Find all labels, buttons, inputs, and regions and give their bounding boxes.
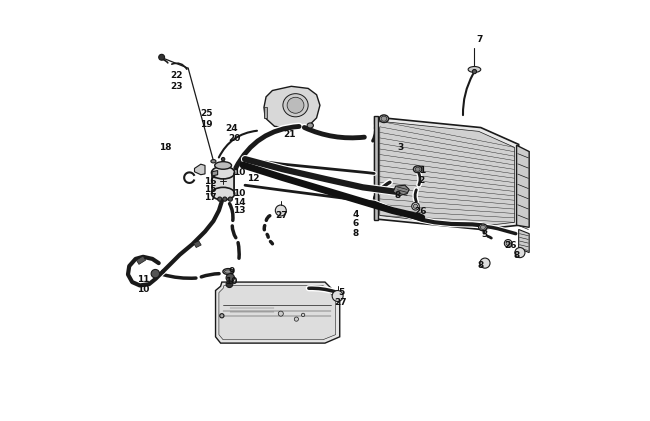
Text: 23: 23 <box>170 82 183 91</box>
Circle shape <box>302 313 305 317</box>
Ellipse shape <box>220 314 224 318</box>
Ellipse shape <box>211 166 235 179</box>
Ellipse shape <box>413 166 422 173</box>
Text: 21: 21 <box>283 130 296 139</box>
Text: 25: 25 <box>200 109 213 118</box>
Ellipse shape <box>223 269 233 274</box>
Text: 24: 24 <box>226 124 238 133</box>
Text: 3: 3 <box>482 230 488 240</box>
Text: 8: 8 <box>395 191 400 200</box>
Circle shape <box>276 205 286 216</box>
Text: 6: 6 <box>352 219 358 229</box>
Circle shape <box>480 258 490 268</box>
Polygon shape <box>219 285 335 340</box>
Polygon shape <box>136 256 146 264</box>
Text: 22: 22 <box>170 71 183 80</box>
Polygon shape <box>374 117 519 229</box>
Text: 14: 14 <box>233 197 246 207</box>
Polygon shape <box>212 173 235 194</box>
Ellipse shape <box>480 225 486 229</box>
Text: 10: 10 <box>233 168 245 177</box>
Ellipse shape <box>283 94 308 117</box>
Ellipse shape <box>506 241 510 245</box>
Circle shape <box>151 269 159 278</box>
Ellipse shape <box>218 197 222 201</box>
Polygon shape <box>264 86 320 128</box>
Text: 2: 2 <box>419 176 425 185</box>
Circle shape <box>226 281 233 288</box>
Text: 15: 15 <box>204 185 216 194</box>
Text: 4: 4 <box>352 210 359 219</box>
Text: 18: 18 <box>159 143 171 152</box>
Polygon shape <box>519 229 529 253</box>
Text: 8: 8 <box>352 229 358 238</box>
Text: 5: 5 <box>338 288 344 297</box>
Polygon shape <box>194 241 202 248</box>
Circle shape <box>294 317 298 321</box>
Circle shape <box>278 311 283 316</box>
Polygon shape <box>194 164 205 175</box>
Text: 26: 26 <box>414 207 426 216</box>
Text: 8: 8 <box>514 250 520 260</box>
Text: 13: 13 <box>233 206 245 215</box>
Circle shape <box>473 69 476 74</box>
Text: 17: 17 <box>204 193 217 203</box>
Ellipse shape <box>415 167 420 171</box>
Ellipse shape <box>381 116 387 121</box>
Text: 1: 1 <box>419 166 425 175</box>
Text: 26: 26 <box>504 240 517 250</box>
Ellipse shape <box>228 197 233 201</box>
Polygon shape <box>264 107 267 118</box>
Polygon shape <box>212 171 218 176</box>
Ellipse shape <box>287 97 304 113</box>
Circle shape <box>226 274 235 282</box>
Polygon shape <box>380 121 514 226</box>
Ellipse shape <box>222 157 225 161</box>
Ellipse shape <box>211 160 216 163</box>
Ellipse shape <box>214 162 231 169</box>
Text: 20: 20 <box>228 134 240 144</box>
Ellipse shape <box>468 67 481 72</box>
Text: 10: 10 <box>226 277 238 286</box>
Text: 11: 11 <box>137 275 150 285</box>
Polygon shape <box>374 116 378 220</box>
Ellipse shape <box>380 115 389 123</box>
Text: 16: 16 <box>204 176 216 186</box>
Ellipse shape <box>211 187 235 200</box>
Text: 7: 7 <box>476 35 483 45</box>
Text: 27: 27 <box>335 298 347 307</box>
Ellipse shape <box>478 224 487 231</box>
Polygon shape <box>393 185 410 196</box>
Circle shape <box>515 248 525 258</box>
Circle shape <box>159 54 164 60</box>
Ellipse shape <box>223 197 227 201</box>
Polygon shape <box>216 282 340 343</box>
Ellipse shape <box>504 240 512 247</box>
Text: 3: 3 <box>398 143 404 152</box>
Ellipse shape <box>411 203 419 210</box>
Ellipse shape <box>224 270 232 273</box>
Text: 12: 12 <box>247 174 260 184</box>
Ellipse shape <box>413 204 417 208</box>
Polygon shape <box>517 145 529 227</box>
Circle shape <box>332 290 343 301</box>
Text: 19: 19 <box>200 120 213 129</box>
Text: 10: 10 <box>233 189 245 198</box>
Text: 27: 27 <box>276 211 289 220</box>
Text: 9: 9 <box>228 267 235 276</box>
Text: 10: 10 <box>137 285 150 294</box>
Text: 8: 8 <box>478 261 484 270</box>
Ellipse shape <box>307 123 313 128</box>
